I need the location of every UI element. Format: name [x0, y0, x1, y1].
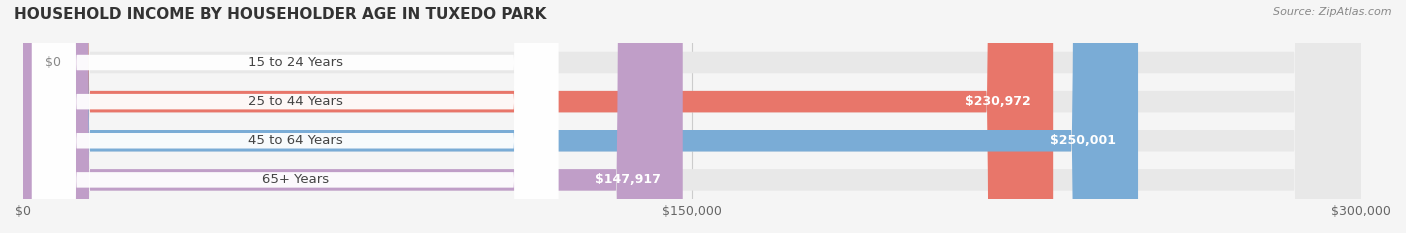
Text: 25 to 44 Years: 25 to 44 Years — [247, 95, 343, 108]
Text: $0: $0 — [45, 56, 62, 69]
Text: $250,001: $250,001 — [1050, 134, 1116, 147]
Text: 15 to 24 Years: 15 to 24 Years — [247, 56, 343, 69]
FancyBboxPatch shape — [22, 0, 683, 233]
Text: $147,917: $147,917 — [595, 173, 661, 186]
FancyBboxPatch shape — [32, 0, 558, 233]
FancyBboxPatch shape — [32, 0, 558, 233]
FancyBboxPatch shape — [22, 0, 1361, 233]
FancyBboxPatch shape — [22, 0, 1361, 233]
FancyBboxPatch shape — [22, 0, 1053, 233]
FancyBboxPatch shape — [22, 0, 1361, 233]
FancyBboxPatch shape — [32, 0, 558, 233]
Text: 45 to 64 Years: 45 to 64 Years — [247, 134, 343, 147]
FancyBboxPatch shape — [22, 0, 1137, 233]
Text: 65+ Years: 65+ Years — [262, 173, 329, 186]
Text: Source: ZipAtlas.com: Source: ZipAtlas.com — [1274, 7, 1392, 17]
Text: $230,972: $230,972 — [965, 95, 1031, 108]
FancyBboxPatch shape — [22, 0, 1361, 233]
FancyBboxPatch shape — [32, 0, 558, 233]
Text: HOUSEHOLD INCOME BY HOUSEHOLDER AGE IN TUXEDO PARK: HOUSEHOLD INCOME BY HOUSEHOLDER AGE IN T… — [14, 7, 547, 22]
